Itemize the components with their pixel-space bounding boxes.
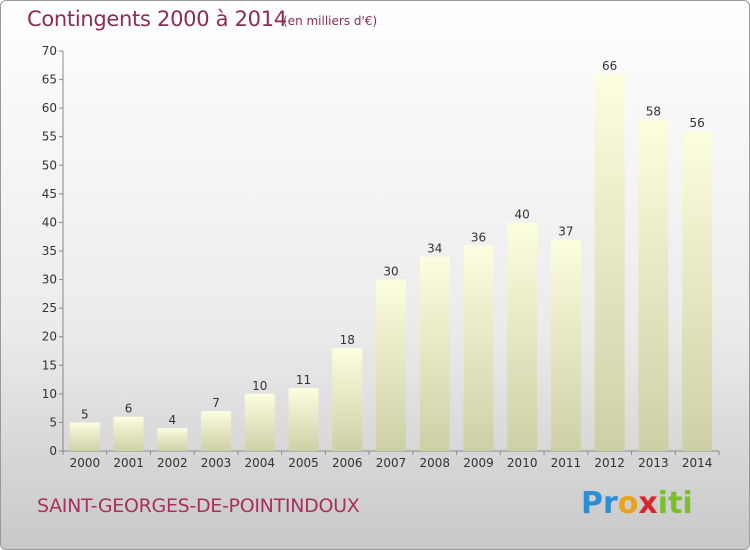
y-tick-label: 35	[42, 244, 57, 258]
x-tick-label-2013: 2013	[638, 456, 669, 470]
x-tick-label-2000: 2000	[70, 456, 101, 470]
chart-title: Contingents 2000 à 2014	[27, 7, 287, 31]
x-tick-label-2014: 2014	[682, 456, 713, 470]
x-tick-label-2012: 2012	[594, 456, 625, 470]
data-label-2001: 6	[125, 402, 133, 416]
data-label-2008: 34	[427, 242, 442, 256]
y-tick-label: 70	[42, 44, 57, 58]
x-tick-label-2009: 2009	[463, 456, 494, 470]
y-tick-label: 60	[42, 101, 57, 115]
y-tick-label: 15	[42, 358, 57, 372]
bar-2007	[376, 279, 406, 451]
y-tick-label: 30	[42, 273, 57, 287]
bar-2011	[550, 239, 581, 451]
y-tick-label: 65	[42, 73, 57, 87]
data-label-2011: 37	[558, 225, 573, 239]
y-tick-label: 55	[42, 130, 57, 144]
y-tick-label: 25	[42, 301, 57, 315]
y-tick-label: 45	[42, 187, 57, 201]
x-tick-label-2002: 2002	[157, 456, 188, 470]
x-tick-label-2001: 2001	[113, 456, 144, 470]
data-label-2013: 58	[646, 105, 661, 119]
bar-2008	[419, 256, 450, 451]
x-tick-label-2005: 2005	[288, 456, 319, 470]
bar-2010	[507, 222, 538, 451]
bar-2013	[638, 119, 669, 452]
data-label-2014: 56	[689, 116, 704, 130]
commune-name: SAINT-GEORGES-DE-POINTINDOUX	[37, 495, 360, 517]
x-tick-label-2008: 2008	[419, 456, 450, 470]
data-label-2002: 4	[169, 413, 177, 427]
x-tick-label-2003: 2003	[201, 456, 232, 470]
y-tick-label: 5	[49, 415, 57, 429]
unit-note: (en milliers d'€)	[283, 14, 378, 28]
bar-2004	[244, 393, 275, 451]
data-label-2005: 11	[296, 373, 311, 387]
y-tick-label: 10	[42, 387, 57, 401]
bar-2003	[201, 411, 232, 451]
y-tick-label: 50	[42, 158, 57, 172]
bar-2014	[682, 131, 713, 451]
x-tick-label-2010: 2010	[507, 456, 538, 470]
x-tick-label-2011: 2011	[551, 456, 582, 470]
bar-2000	[69, 422, 100, 451]
y-tick-label: 0	[49, 444, 57, 458]
data-label-2003: 7	[212, 396, 220, 410]
x-tick-label-2007: 2007	[376, 456, 407, 470]
y-tick-label: 40	[42, 215, 57, 229]
bar-2012	[594, 73, 625, 451]
data-label-2012: 66	[602, 59, 617, 73]
data-label-2006: 18	[340, 333, 355, 347]
bar-2002	[157, 428, 188, 451]
data-label-2010: 40	[515, 207, 530, 221]
bar-2005	[288, 388, 319, 451]
data-label-2007: 30	[383, 265, 398, 279]
bar-2006	[332, 348, 363, 451]
bar-2001	[113, 416, 144, 451]
proxiti-logo[interactable]: Proxiti	[581, 486, 693, 521]
y-tick-label: 20	[42, 330, 57, 344]
data-label-2004: 10	[252, 379, 267, 393]
data-label-2009: 36	[471, 230, 486, 244]
x-tick-label-2004: 2004	[245, 456, 276, 470]
data-label-2000: 5	[81, 407, 89, 421]
x-tick-label-2006: 2006	[332, 456, 363, 470]
bar-2009	[463, 245, 494, 451]
